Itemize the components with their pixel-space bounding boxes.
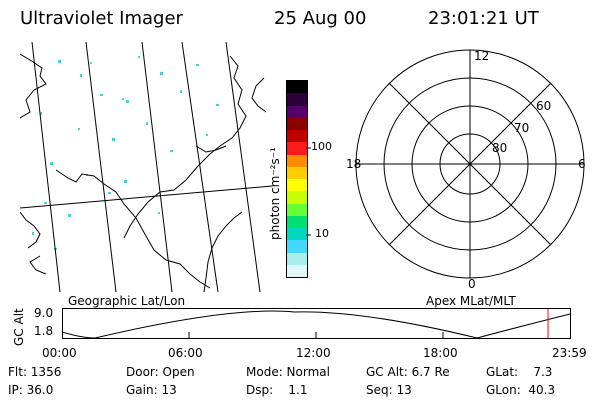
graticule [20,42,272,292]
colorbar-segment [287,93,307,106]
lat-60-label: 60 [536,99,551,113]
emission-specks [32,56,219,250]
altitude-y-bottom: 1.8 [34,324,54,338]
geographic-map [20,42,272,292]
colorbar-tick-10: 10 [315,227,329,240]
lat-70-label: 70 [514,121,529,135]
ip-value: IP: 36.0 [8,383,54,397]
gc-alt-value: GC Alt: 6.7 Re [366,365,450,379]
altitude-plot [62,308,571,339]
colorbar-segment [287,142,307,155]
mlt-12-label: 12 [474,49,489,63]
polar-plot: 12 18 6 0 60 70 80 [346,49,586,291]
lat-80-label: 80 [492,141,507,155]
colorbar-segment [287,130,307,143]
mlt-6-label: 6 [578,157,586,171]
flt-value: Flt: 1356 [8,365,62,379]
mlt-18-label: 18 [346,157,361,171]
colorbar-segment [287,105,307,118]
colorbar-unit-label: photon cm⁻²s⁻¹ [268,147,282,240]
x-tick-0600: 06:00 [168,346,203,360]
x-tick-1200: 12:00 [296,346,331,360]
colorbar-ticks [306,147,311,236]
x-tick-0000: 00:00 [42,346,77,360]
colorbar-segment [287,154,307,167]
colorbar-segment [287,240,307,253]
colorbar-segment [287,228,307,241]
altitude-curve [62,310,571,339]
colorbar-segment [287,191,307,204]
instrument-title: Ultraviolet Imager [20,8,183,29]
polar-diagonal-2 [388,82,552,246]
mlt-0-label: 0 [468,277,476,291]
colorbar-segment [287,179,307,192]
glon-value: GLon: 40.3 [486,383,556,397]
door-status: Door: Open [126,365,195,379]
colorbar-segment [287,203,307,216]
date-label: 25 Aug 00 [274,8,367,29]
gain-value: Gain: 13 [126,383,177,397]
colorbar-segment [287,215,307,228]
altitude-y-top: 9.0 [34,306,54,320]
polar-label: Apex MLat/MLT [426,294,516,308]
colorbar-segment [287,117,307,130]
altitude-ylabel: GC Alt [12,308,26,346]
colorbar-segment [287,81,307,94]
x-tick-2359: 23:59 [552,346,587,360]
colorbar-segment [287,166,307,179]
colorbar-segment [287,264,307,277]
glat-value: GLat: 7.3 [486,365,553,379]
colorbar-segment [287,252,307,265]
x-tick-1800: 18:00 [423,346,458,360]
time-label: 23:01:21 UT [428,8,539,29]
colorbar [286,80,308,278]
dsp-value: Dsp: 1.1 [246,383,308,397]
colorbar-tick-100: 100 [311,140,332,153]
map-label: Geographic Lat/Lon [68,294,186,308]
coastlines [20,53,267,292]
seq-value: Seq: 13 [366,383,412,397]
mode-value: Mode: Normal [246,365,330,379]
